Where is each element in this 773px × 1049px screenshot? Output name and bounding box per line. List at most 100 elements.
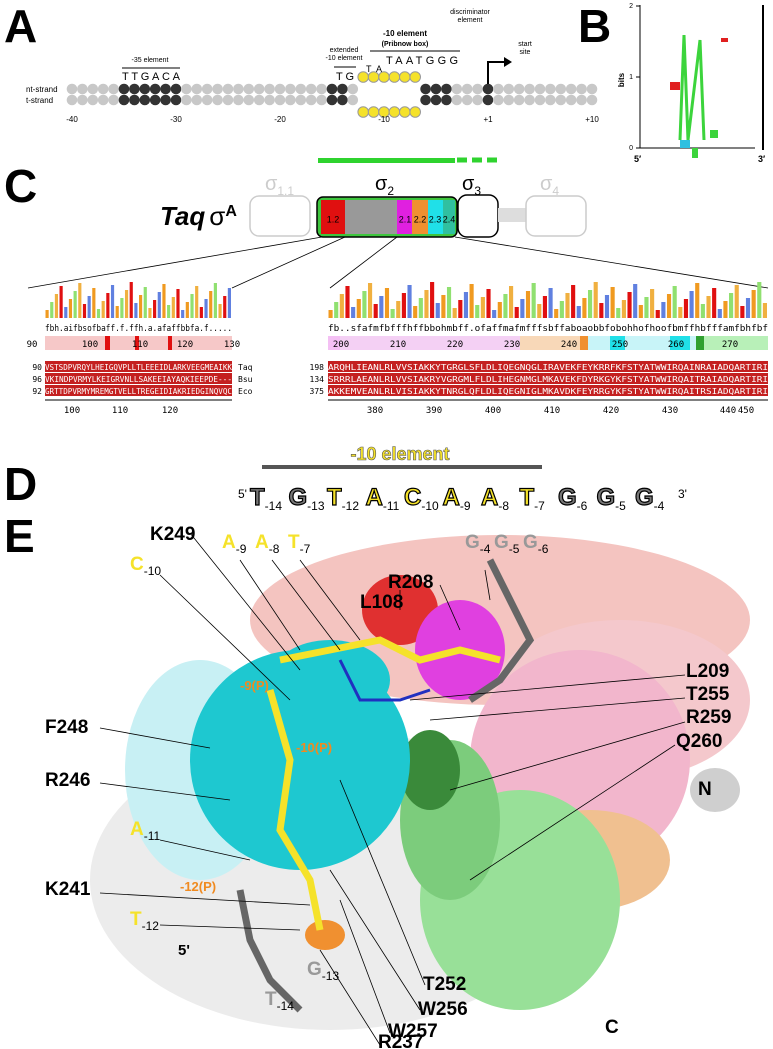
position-number: 400 — [485, 406, 501, 416]
nucleotide — [524, 94, 535, 106]
label-sub: -5 — [615, 499, 626, 513]
panel-letter: E — [4, 510, 35, 562]
label-base: T — [520, 484, 535, 511]
conservation-bar — [458, 300, 463, 318]
position-number: 430 — [662, 406, 678, 416]
nucleotide — [565, 94, 577, 106]
label-base: G — [494, 532, 509, 553]
conservation-bar — [706, 296, 711, 318]
residue-label: L108 — [360, 592, 403, 613]
conservation-bar — [537, 304, 542, 318]
conservation-bar — [396, 301, 401, 318]
panel-letter: C — [4, 160, 37, 212]
label-sub: -7 — [534, 499, 545, 513]
nucleotide — [534, 94, 546, 106]
nucleotide — [545, 94, 556, 106]
label-base: G — [635, 484, 654, 511]
domain-label: σ3 — [462, 173, 481, 198]
region-band — [670, 336, 690, 350]
nucleotide — [201, 94, 213, 106]
nucleotide — [233, 94, 244, 106]
alignment-row — [328, 385, 768, 396]
conservation-bar — [723, 301, 728, 318]
nucleotide — [441, 94, 452, 106]
domain-label: σ4 — [540, 173, 559, 198]
base: T-12 — [327, 484, 359, 513]
sigma-sup: A — [225, 203, 237, 220]
terminus-label: C — [605, 1017, 619, 1038]
nucleotide — [503, 94, 515, 106]
position-number: 260 — [668, 340, 684, 350]
conservation-bar — [120, 298, 124, 318]
position-number: 410 — [544, 406, 560, 416]
conservation-bar — [593, 282, 598, 318]
position-number: 110 — [132, 340, 148, 350]
element-title: -10 element — [350, 444, 449, 464]
nucleotide — [534, 83, 546, 95]
nucleotide — [191, 94, 203, 106]
nucleotide — [420, 83, 431, 95]
nucleotide — [295, 83, 307, 95]
nucleotide — [253, 83, 265, 95]
nucleotide — [337, 94, 348, 106]
conservation-bar — [390, 309, 395, 318]
label-sub: -13 — [307, 499, 325, 513]
row-start: 375 — [310, 387, 325, 396]
conservation-bar — [729, 293, 734, 318]
label-sub: -12 — [342, 499, 360, 513]
conservation-bar — [129, 282, 133, 318]
label-sub: -4 — [480, 542, 491, 556]
region-band — [700, 336, 768, 350]
label-base: T — [265, 989, 277, 1010]
conservation-bar — [413, 306, 418, 318]
nucleotide — [108, 94, 119, 106]
nucleotide — [191, 83, 203, 95]
label-sub: -6 — [538, 542, 549, 556]
conservation-bar — [638, 305, 643, 318]
conservation-bar — [176, 289, 180, 318]
conservation-bar — [689, 291, 694, 318]
start-arrow — [487, 61, 505, 84]
consensus: fb..sfafmfbfffhffbbohmbff.ofaffmafmfffsb… — [328, 324, 768, 334]
element-label: discriminator — [450, 9, 490, 16]
element-label: extended — [330, 47, 359, 54]
position-number: 230 — [504, 340, 520, 350]
conservation-bar — [633, 284, 638, 318]
conservation-bar — [157, 292, 161, 318]
row-start: 92 — [32, 387, 42, 396]
element-label: -10 element — [326, 55, 363, 62]
conservation-bar — [92, 288, 96, 318]
conservation-bar — [683, 299, 689, 318]
conservation-bar — [78, 283, 82, 318]
logo-letter — [692, 148, 698, 158]
consensus: fbh.aifbsofbaff.f.ffh.a.afaffbbfa.f..... — [45, 324, 232, 334]
nucleotide — [316, 94, 327, 106]
nucleotide — [149, 94, 161, 106]
conservation-bar — [418, 298, 423, 318]
region-band — [105, 336, 110, 350]
conservation-bar — [227, 288, 231, 318]
row-sequence: ARQHLIEANLRLVVSIAKKYTGRGLSFLDLIQEGNQGLIR… — [328, 363, 768, 372]
nucleotide — [305, 83, 317, 95]
conservation-bar — [734, 285, 739, 318]
conservation-bar — [666, 294, 672, 318]
conservation-bar — [139, 295, 143, 318]
conservation-bar — [571, 285, 576, 318]
position-number: 100 — [82, 340, 98, 350]
conservation-bar — [407, 285, 412, 318]
label-base: T — [327, 484, 342, 511]
nucleotide-label: T-12 — [130, 909, 159, 933]
conservation-bar — [373, 304, 378, 318]
label-base: C — [404, 484, 421, 511]
nucleotide — [388, 106, 401, 118]
nucleotide — [181, 94, 192, 106]
conservation-bar — [334, 302, 339, 318]
conservation-bar — [204, 299, 208, 318]
nucleotide — [586, 94, 598, 106]
conservation-bar — [559, 301, 564, 318]
conservation-bar — [740, 306, 745, 318]
conservation-bar — [195, 286, 199, 318]
sigma: σ — [209, 201, 225, 231]
structure — [90, 532, 750, 1046]
